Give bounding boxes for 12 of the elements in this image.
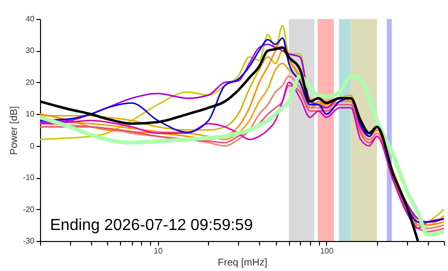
y-tick-label: 30 <box>26 46 36 56</box>
annotation: Ending 2026-07-12 09:59:59 <box>50 217 253 234</box>
y-tick-label: 40 <box>26 14 36 24</box>
x-tick-label: 100 <box>320 246 334 256</box>
y-tick-label: -10 <box>22 173 36 182</box>
y-tick-label: -20 <box>22 204 36 214</box>
y-tick-label: 20 <box>26 78 36 87</box>
y-axis-title: Power [dB] <box>8 106 20 155</box>
y-tick-label: -30 <box>22 236 36 246</box>
y-tick-label: 10 <box>26 110 36 119</box>
x-axis-title: Freq [mHz] <box>218 258 268 268</box>
y-tick-label: 0 <box>30 141 36 150</box>
